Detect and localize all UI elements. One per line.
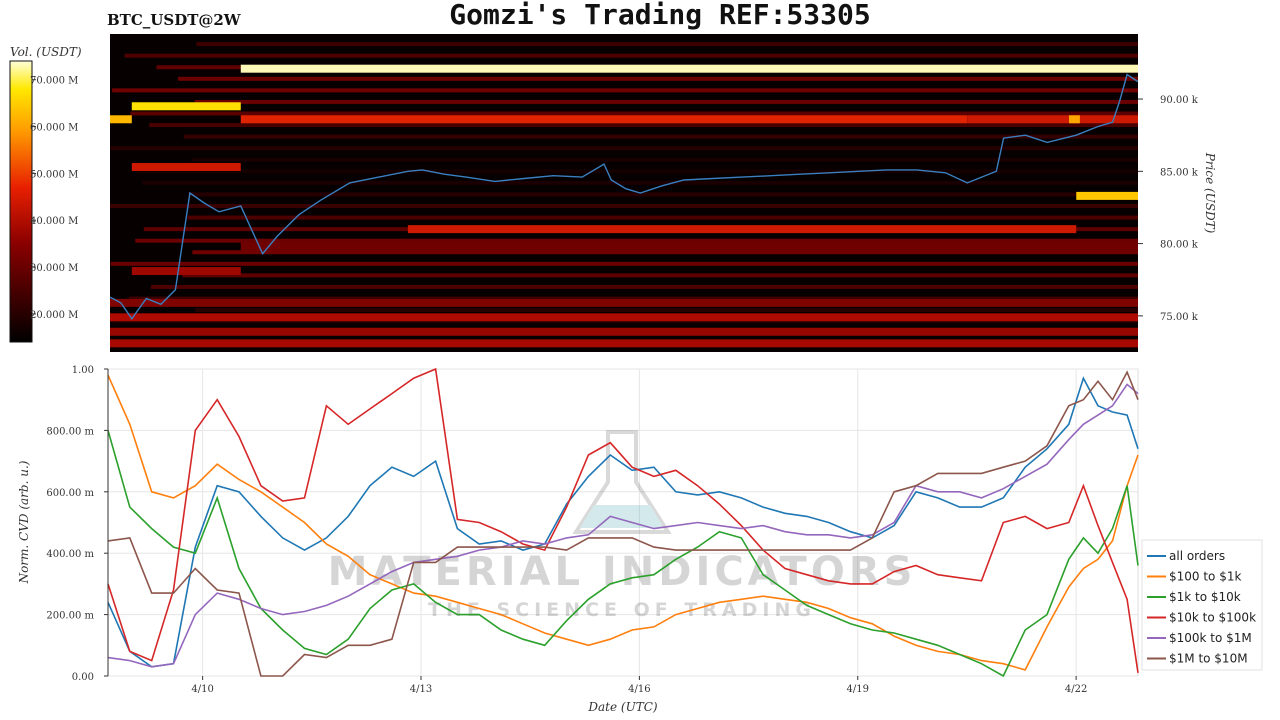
price-tick-label: 80.00 k [1160,240,1199,251]
heatmap-row [128,296,1138,301]
legend-entry: $100 to $1k [1169,570,1241,584]
watermark-title: MATERIAL INDICATORS [328,549,917,595]
heatmap-row [178,76,1139,81]
colorbar-tick-label: 60.000 M [30,123,78,134]
symbol-label: BTC_USDT@2W [107,11,242,29]
legend-entry: $100k to $1M [1169,631,1252,645]
legend-entry: $1M to $10M [1169,652,1248,666]
heatmap-row [135,238,1139,243]
cvd-y-tick-label: 400.00 m [46,549,94,560]
heatmap-row [149,123,1138,128]
heatmap-row [188,192,1139,197]
cvd-y-tick-label: 0.00 [72,672,94,683]
legend-box [1141,539,1263,671]
series-line [107,374,1139,671]
heatmap-row [112,319,1138,324]
colorbar-tick-label: 40.000 M [30,216,78,227]
cvd-y-axis-label: Norm. CVD (arb. u.) [17,460,31,584]
heatmap-bands [110,64,1138,348]
cvd-y-tick-label: 200.00 m [46,611,94,622]
liquidity-band [1068,115,1080,124]
legend-entry: $1k to $10k [1169,590,1241,604]
liquidity-band [967,115,1138,124]
price-axis-ticks: 75.00 k 80.00 k 85.00 k 90.00 k [1138,95,1199,323]
liquidity-band [240,64,1138,73]
heatmap-row [194,99,1138,104]
colorbar-tick-label: 20.000 M [30,310,78,321]
liquidity-band [110,339,1138,348]
price-tick-label: 85.00 k [1160,167,1199,178]
flask-liquid [580,505,664,528]
heatmap-row [196,42,1138,47]
liquidity-band [110,313,1138,322]
heatmap-row [130,111,1138,116]
liquidity-band [131,267,241,276]
cvd-x-tick-label: 4/19 [847,684,869,695]
cvd-x-ticks: 4/10 4/13 4/16 4/19 4/22 [191,676,1087,695]
heatmap-panel [109,34,1139,352]
legend: all orders $100 to $1k $1k to $10k $10k to … [1141,539,1263,671]
liquidity-band [110,115,132,124]
heatmap-row [110,146,1139,151]
heatmap-row [142,180,1138,185]
price-line [109,73,1139,321]
cvd-y-tick-label: 1.00 [72,365,94,376]
chart-title: Gomzi's Trading REF:53305 [449,0,870,31]
heatmap-row [136,169,1139,174]
heatmap-row [183,134,1138,139]
heatmap-row [110,261,1138,266]
heatmap-row [150,284,1139,289]
heatmap-row [124,53,1138,58]
series-line [107,376,1139,668]
heatmap-row [182,273,1138,278]
heatmap-row [191,157,1139,162]
series-line [107,430,1139,678]
legend-entry: $10k to $100k [1169,611,1256,625]
colorbar-tick-label: 70.000 M [30,76,78,87]
watermark: MATERIAL INDICATORS THE SCIENCE OF TRADI… [328,430,917,621]
heatmap-row [112,88,1139,93]
colorbar-tick-label: 50.000 M [30,169,78,180]
heatmap-row [187,215,1138,220]
liquidity-band [110,327,1138,336]
legend-entry: all orders [1169,549,1225,563]
colorbar-ticks: 20.000 M 30.000 M 40.000 M 50.000 M 60.000 M… [30,76,78,321]
cvd-x-axis-label: Date (UTC) [587,700,657,714]
series-line [107,367,1139,674]
cvd-x-tick-label: 4/13 [410,684,432,695]
cvd-y-tick-label: 800.00 m [46,426,94,437]
cvd-x-tick-label: 4/10 [191,684,213,695]
liquidity-band [407,225,1077,234]
liquidity-band [131,102,241,111]
colorbar-tick-label: 30.000 M [30,263,78,274]
colorbar-label: Vol. (USDT) [10,45,82,59]
cvd-plot-area [107,368,1139,677]
colorbar [9,60,33,343]
cvd-y-tick-label: 600.00 m [46,488,94,499]
heatmap-row [195,308,1138,313]
price-tick-label: 75.00 k [1160,312,1199,323]
watermark-subtitle: THE SCIENCE OF TRADING [428,599,816,621]
cvd-x-tick-label: 4/16 [628,684,650,695]
cvd-y-ticks: 0.00 200.00 m 400.00 m 600.00 m 800.00 m 1.00 [46,365,109,683]
liquidity-band [1076,191,1138,200]
liquidity-band [240,115,968,124]
heatmap-row [110,204,1138,209]
liquidity-band [240,242,1138,251]
liquidity-band [131,162,241,171]
price-axis-label: Price (USDT) [1203,152,1217,234]
series-line [107,383,1139,668]
cvd-x-tick-label: 4/22 [1065,684,1087,695]
series-line [107,370,1139,677]
price-tick-label: 90.00 k [1160,95,1199,106]
heatmap-row [192,250,1138,255]
liquidity-band [110,298,1138,307]
cvd-lines [107,367,1139,678]
flask-icon [572,430,672,534]
